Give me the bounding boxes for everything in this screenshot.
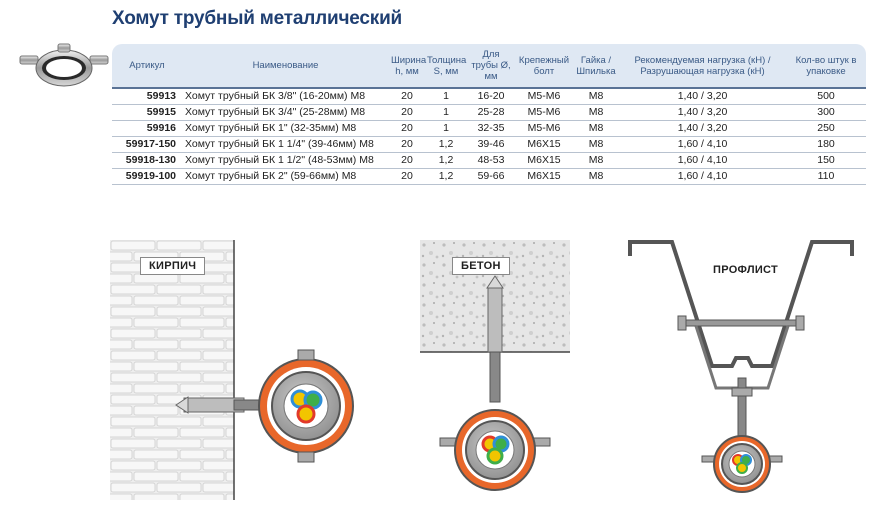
profile-sheet-mount-diagram: [628, 240, 854, 493]
spec-table: Артикул Наименование Ширина h, мм Толщин…: [112, 44, 866, 185]
cell-load: 1,40 / 3,20: [619, 104, 786, 121]
cell-article: 59919-100: [112, 168, 182, 185]
cell-width: 20: [389, 136, 425, 153]
cell-name: Хомут трубный БК 2" (59-66мм) М8: [182, 168, 389, 185]
cell-qty: 180: [786, 136, 866, 153]
table-row: 59916 Хомут трубный БК 1" (32-35мм) М8 2…: [112, 120, 866, 137]
cell-nut: M8: [573, 136, 619, 153]
cell-nut: M8: [573, 104, 619, 121]
cell-width: 20: [389, 168, 425, 185]
cell-nut: M8: [573, 120, 619, 137]
cell-qty: 110: [786, 168, 866, 185]
cell-load: 1,60 / 4,10: [619, 136, 786, 153]
table-header-row: Артикул Наименование Ширина h, мм Толщин…: [112, 44, 866, 89]
table-row: 59913 Хомут трубный БК 3/8" (16-20мм) М8…: [112, 88, 866, 105]
cell-width: 20: [389, 152, 425, 169]
cell-pipe: 25-28: [467, 104, 515, 121]
cell-name: Хомут трубный БК 1 1/2" (48-53мм) М8: [182, 152, 389, 169]
cell-qty: 250: [786, 120, 866, 137]
cell-name: Хомут трубный БК 1" (32-35мм) М8: [182, 120, 389, 137]
label-profile-sheet: ПРОФЛИСТ: [713, 264, 779, 276]
cell-load: 1,60 / 4,10: [619, 168, 786, 185]
cell-article: 59916: [112, 120, 182, 137]
cell-bolt: M6X15: [515, 152, 573, 169]
cell-width: 20: [389, 104, 425, 121]
header-pipe-diameter: Для трубы Ø, мм: [467, 44, 515, 89]
cell-article: 59917-150: [112, 136, 182, 153]
cell-thickness: 1,2: [425, 168, 467, 185]
table-row: 59915 Хомут трубный БК 3/4" (25-28мм) М8…: [112, 104, 866, 121]
cell-name: Хомут трубный БК 1 1/4" (39-46мм) М8: [182, 136, 389, 153]
table-row: 59919-100 Хомут трубный БК 2" (59-66мм) …: [112, 168, 866, 185]
header-thickness: Толщина S, мм: [425, 44, 467, 89]
cell-bolt: M5-M6: [515, 104, 573, 121]
cell-article: 59915: [112, 104, 182, 121]
cell-bolt: M5-M6: [515, 120, 573, 137]
cell-thickness: 1: [425, 120, 467, 137]
cell-width: 20: [389, 120, 425, 137]
label-concrete: БЕТОН: [452, 257, 510, 275]
cell-load: 1,60 / 4,10: [619, 152, 786, 169]
cell-load: 1,40 / 3,20: [619, 120, 786, 137]
header-nut: Гайка / Шпилька: [573, 44, 619, 89]
cell-pipe: 39-46: [467, 136, 515, 153]
cell-thickness: 1: [425, 104, 467, 121]
header-width: Ширина h, мм: [389, 44, 426, 89]
cell-width: 20: [389, 88, 425, 105]
cell-qty: 300: [786, 104, 866, 121]
cell-pipe: 48-53: [467, 152, 515, 169]
cell-article: 59918-130: [112, 152, 182, 169]
brick-mount-diagram: [110, 240, 354, 500]
header-name: Наименование: [182, 44, 389, 89]
page-title: Хомут трубный металлический: [112, 8, 403, 29]
header-article: Артикул: [112, 44, 182, 89]
cell-qty: 500: [786, 88, 866, 105]
table-row: 59917-150 Хомут трубный БК 1 1/4" (39-46…: [112, 136, 866, 153]
table-row: 59918-130 Хомут трубный БК 1 1/2" (48-53…: [112, 152, 866, 169]
cell-nut: M8: [573, 152, 619, 169]
cell-name: Хомут трубный БК 3/4" (25-28мм) М8: [182, 104, 389, 121]
header-quantity: Кол-во штук в упаковке: [786, 44, 866, 89]
pipe-clamp-product-image: [19, 43, 109, 87]
cell-thickness: 1,2: [425, 152, 467, 169]
header-load: Рекомендуемая нагрузка (кН) / Разрушающа…: [619, 44, 786, 89]
cell-article: 59913: [112, 88, 182, 105]
cell-bolt: M6X15: [515, 168, 573, 185]
cell-thickness: 1,2: [425, 136, 467, 153]
label-brick: КИРПИЧ: [140, 257, 206, 275]
cell-bolt: M5-M6: [515, 88, 573, 105]
concrete-mount-diagram: [420, 240, 570, 491]
cell-load: 1,40 / 3,20: [619, 88, 786, 105]
cell-pipe: 32-35: [467, 120, 515, 137]
cell-pipe: 16-20: [467, 88, 515, 105]
cell-qty: 150: [786, 152, 866, 169]
cell-thickness: 1: [425, 88, 467, 105]
cell-name: Хомут трубный БК 3/8" (16-20мм) М8: [182, 88, 389, 105]
cell-nut: M8: [573, 168, 619, 185]
cell-bolt: M6X15: [515, 136, 573, 153]
cell-pipe: 59-66: [467, 168, 515, 185]
cell-nut: M8: [573, 88, 619, 105]
header-bolt: Крепежный болт: [515, 44, 573, 89]
